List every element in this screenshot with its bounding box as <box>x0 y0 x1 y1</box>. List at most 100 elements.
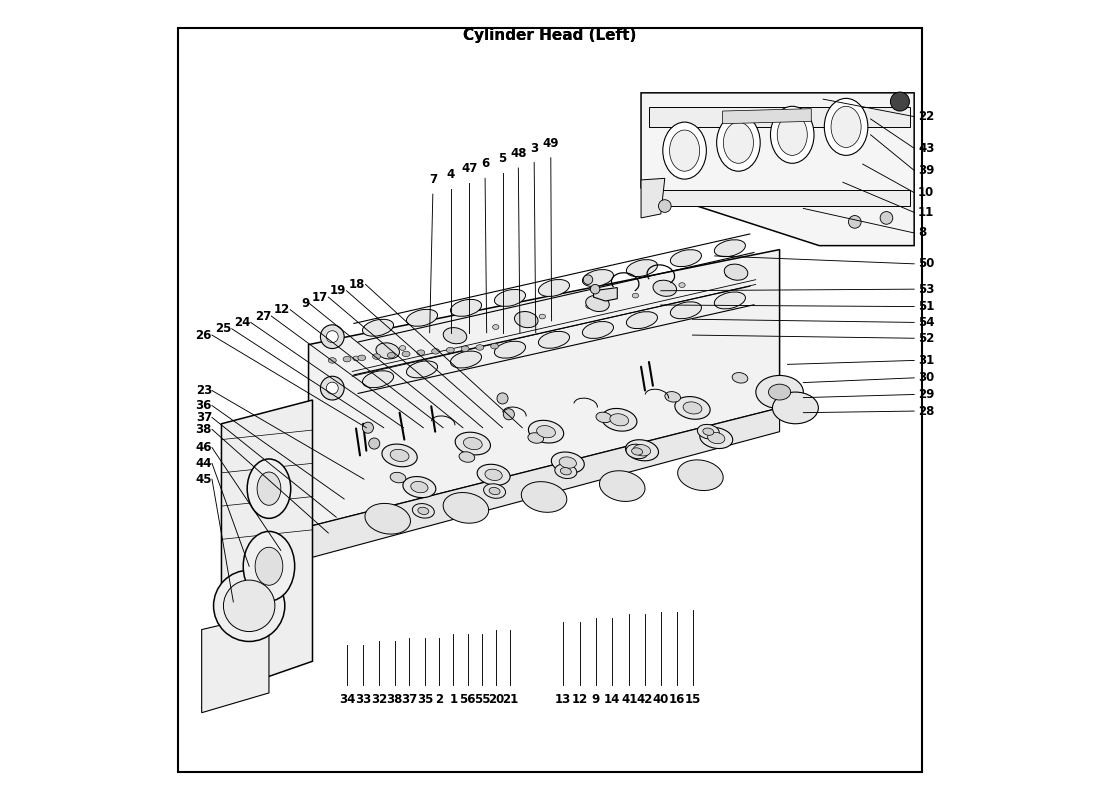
Ellipse shape <box>476 345 484 350</box>
Ellipse shape <box>412 503 434 518</box>
Text: 22: 22 <box>918 110 934 123</box>
Ellipse shape <box>455 432 491 455</box>
Text: 13: 13 <box>554 693 571 706</box>
Text: 36: 36 <box>196 399 212 412</box>
Text: 10: 10 <box>918 186 934 199</box>
Ellipse shape <box>538 279 570 297</box>
Text: 26: 26 <box>196 329 212 342</box>
Polygon shape <box>221 400 312 693</box>
Text: 5: 5 <box>498 152 507 165</box>
Text: 50: 50 <box>918 258 935 270</box>
Text: 55: 55 <box>474 693 491 706</box>
Ellipse shape <box>327 382 338 394</box>
Ellipse shape <box>343 356 351 362</box>
Text: 33: 33 <box>355 693 372 706</box>
Text: 24: 24 <box>234 316 251 329</box>
Ellipse shape <box>582 322 614 338</box>
Circle shape <box>890 92 910 111</box>
Ellipse shape <box>443 328 466 344</box>
Text: 8: 8 <box>918 226 926 239</box>
Ellipse shape <box>670 250 702 266</box>
Ellipse shape <box>772 392 818 424</box>
Polygon shape <box>308 250 780 526</box>
Ellipse shape <box>450 351 482 368</box>
Text: 21: 21 <box>503 693 518 706</box>
Ellipse shape <box>664 391 681 402</box>
Circle shape <box>504 409 515 420</box>
Ellipse shape <box>403 351 410 357</box>
Text: 53: 53 <box>918 282 935 296</box>
Text: 37: 37 <box>196 411 212 424</box>
Ellipse shape <box>538 331 570 348</box>
Text: Cylinder Head (Left): Cylinder Head (Left) <box>463 28 637 43</box>
Ellipse shape <box>494 290 526 306</box>
Ellipse shape <box>494 342 526 358</box>
Ellipse shape <box>477 464 510 486</box>
Text: 56: 56 <box>460 693 476 706</box>
Circle shape <box>497 393 508 404</box>
Polygon shape <box>641 178 664 218</box>
Text: 14: 14 <box>604 693 620 706</box>
Ellipse shape <box>328 358 337 363</box>
Ellipse shape <box>733 373 748 383</box>
Ellipse shape <box>724 264 748 280</box>
Text: 41: 41 <box>621 693 637 706</box>
Polygon shape <box>594 287 617 301</box>
Ellipse shape <box>631 448 642 455</box>
Ellipse shape <box>490 487 500 494</box>
Text: 51: 51 <box>918 300 935 313</box>
Text: 39: 39 <box>918 164 935 177</box>
Ellipse shape <box>443 493 488 523</box>
Ellipse shape <box>725 272 732 277</box>
Text: 19: 19 <box>330 284 346 298</box>
Text: 48: 48 <box>510 147 527 160</box>
Text: 44: 44 <box>196 457 212 470</box>
Ellipse shape <box>703 428 714 435</box>
Ellipse shape <box>407 310 438 326</box>
Ellipse shape <box>770 106 814 163</box>
Ellipse shape <box>714 240 746 257</box>
Text: 3: 3 <box>530 142 538 154</box>
Ellipse shape <box>634 445 651 456</box>
Ellipse shape <box>493 325 499 330</box>
Ellipse shape <box>600 470 645 502</box>
Ellipse shape <box>255 547 283 586</box>
Ellipse shape <box>582 270 614 286</box>
Text: 37: 37 <box>402 693 417 706</box>
Text: 31: 31 <box>918 354 934 367</box>
Text: 30: 30 <box>918 371 934 384</box>
Text: 42: 42 <box>637 693 653 706</box>
Ellipse shape <box>399 346 406 350</box>
Ellipse shape <box>403 477 436 498</box>
Ellipse shape <box>417 350 425 355</box>
Polygon shape <box>201 614 270 713</box>
Ellipse shape <box>697 424 719 439</box>
Ellipse shape <box>632 293 639 298</box>
Polygon shape <box>657 190 910 206</box>
Text: 12: 12 <box>274 303 290 316</box>
Text: 49: 49 <box>542 137 559 150</box>
Ellipse shape <box>724 122 754 163</box>
Text: 23: 23 <box>196 384 212 397</box>
Polygon shape <box>641 93 914 246</box>
Text: 9: 9 <box>592 693 600 706</box>
Text: 34: 34 <box>339 693 355 706</box>
Circle shape <box>848 215 861 228</box>
Ellipse shape <box>716 114 760 171</box>
Ellipse shape <box>626 444 648 458</box>
Text: 43: 43 <box>918 142 935 154</box>
Ellipse shape <box>376 343 399 359</box>
Text: 29: 29 <box>918 388 935 401</box>
Text: 15: 15 <box>684 693 701 706</box>
Ellipse shape <box>678 460 723 490</box>
Ellipse shape <box>320 325 344 349</box>
Ellipse shape <box>390 450 409 462</box>
Ellipse shape <box>830 106 861 147</box>
Ellipse shape <box>320 376 344 400</box>
Text: 17: 17 <box>312 290 328 303</box>
Ellipse shape <box>327 330 338 342</box>
Text: 1: 1 <box>450 693 458 706</box>
Ellipse shape <box>451 299 482 316</box>
Circle shape <box>368 438 379 449</box>
Ellipse shape <box>824 98 868 155</box>
